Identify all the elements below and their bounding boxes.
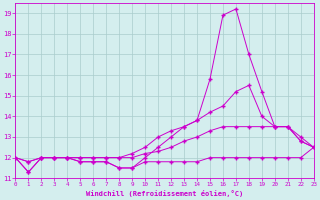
X-axis label: Windchill (Refroidissement éolien,°C): Windchill (Refroidissement éolien,°C) bbox=[86, 190, 243, 197]
